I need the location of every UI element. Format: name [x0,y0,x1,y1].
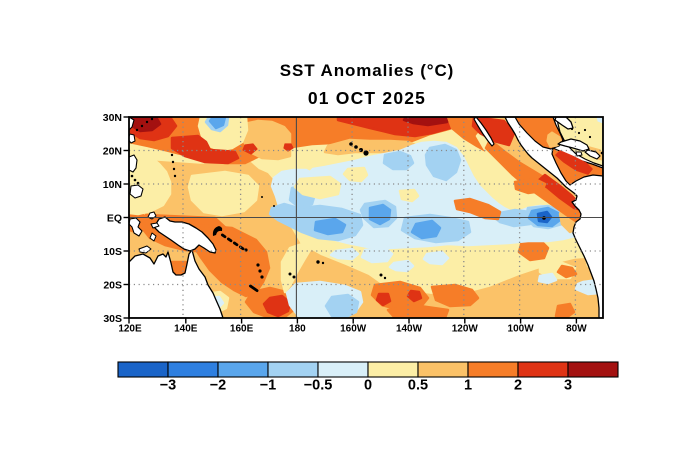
svg-text:20S: 20S [103,280,122,292]
svg-text:EQ: EQ [107,213,122,225]
svg-text:160E: 160E [230,324,254,335]
svg-text:120E: 120E [118,324,142,335]
svg-text:−2: −2 [210,378,227,394]
svg-text:80W: 80W [566,324,587,335]
svg-text:120W: 120W [452,324,479,335]
svg-text:1: 1 [464,378,472,394]
svg-text:100W: 100W [508,324,535,335]
svg-text:140W: 140W [396,324,423,335]
svg-text:20N: 20N [103,146,122,158]
svg-text:2: 2 [514,378,522,394]
svg-text:180: 180 [289,324,306,335]
svg-text:−0.5: −0.5 [304,378,333,394]
svg-text:0: 0 [364,378,372,394]
svg-text:10S: 10S [103,246,122,258]
svg-text:−1: −1 [260,378,277,394]
svg-text:−3: −3 [160,378,177,394]
svg-text:3: 3 [564,378,572,394]
svg-text:30S: 30S [103,313,122,325]
svg-text:30N: 30N [103,112,122,124]
svg-text:10N: 10N [103,179,122,191]
svg-text:01 OCT 2025: 01 OCT 2025 [308,88,426,108]
svg-text:160W: 160W [340,324,367,335]
svg-text:0.5: 0.5 [408,378,428,394]
svg-text:SST Anomalies (°C): SST Anomalies (°C) [280,61,454,80]
svg-text:140E: 140E [174,324,198,335]
